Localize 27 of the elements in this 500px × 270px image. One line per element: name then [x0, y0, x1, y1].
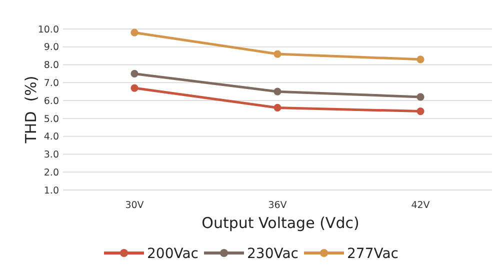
y-axis-title: THD (%)	[22, 76, 40, 144]
point	[130, 84, 138, 92]
legend-label: 200Vac	[147, 246, 198, 262]
point	[130, 28, 138, 36]
legend-label: 277Vac	[347, 246, 398, 262]
point	[274, 50, 282, 58]
legend-label: 230Vac	[247, 246, 298, 262]
y-tick-label: 10.0	[38, 24, 59, 36]
point	[274, 88, 282, 96]
y-tick-label: 1.0	[44, 185, 59, 196]
point	[274, 104, 282, 112]
point	[416, 56, 424, 64]
x-tick-label: 36V	[268, 200, 288, 211]
y-tick-label: 5.0	[44, 114, 59, 125]
y-tick-label: 6.0	[44, 96, 59, 107]
point	[416, 93, 424, 101]
y-tick-label: 4.0	[44, 132, 59, 143]
x-tick-label: 42V	[411, 200, 430, 211]
y-tick-label: 3.0	[44, 150, 59, 161]
point	[416, 107, 424, 116]
x-axis-title: Output Voltage (Vdc)	[202, 214, 360, 232]
y-tick-label: 8.0	[44, 60, 59, 72]
y-tick-label: 2.0	[44, 167, 59, 178]
point	[130, 70, 138, 78]
y-tick-label: 9.0	[44, 42, 59, 54]
y-tick-label: 7.0	[44, 78, 59, 89]
x-tick-label: 30V	[125, 200, 144, 211]
